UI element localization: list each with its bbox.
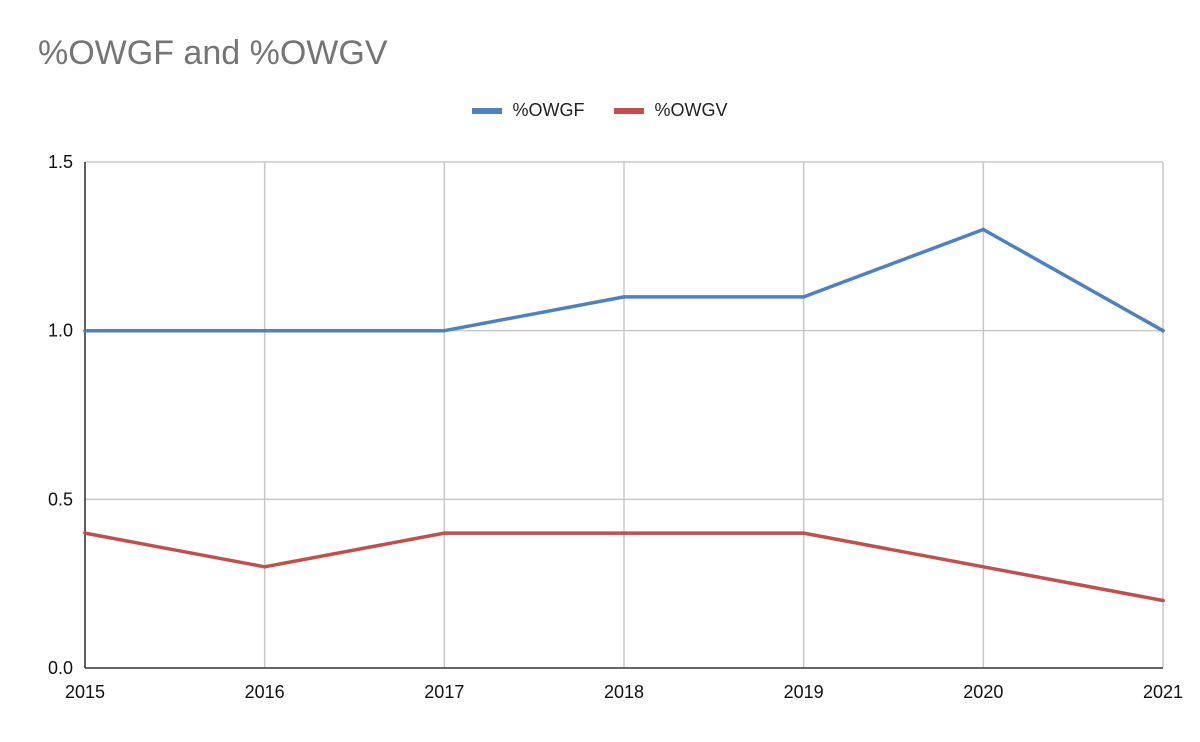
chart-title: %OWGF and %OWGV xyxy=(38,34,388,72)
data-point-owgv xyxy=(262,565,267,569)
legend: %OWGF %OWGV xyxy=(0,100,1200,121)
legend-label-owgv: %OWGV xyxy=(654,100,728,120)
x-tick-label: 2017 xyxy=(424,682,464,702)
x-tick-label: 2020 xyxy=(963,682,1003,702)
data-point-owgf xyxy=(1161,328,1165,333)
x-tick-label: 2019 xyxy=(784,682,824,702)
x-tick-label: 2018 xyxy=(604,682,644,702)
data-point-owgf xyxy=(262,328,267,333)
legend-swatch-owgf xyxy=(472,107,503,114)
x-tick-label: 2021 xyxy=(1143,682,1183,702)
legend-swatch-owgv xyxy=(614,107,645,114)
data-point-owgv xyxy=(1161,598,1165,603)
y-tick-label: 1.0 xyxy=(48,321,73,341)
data-point-owgv xyxy=(622,531,626,535)
y-tick-label: 1.5 xyxy=(48,152,73,172)
y-tick-label: 0.5 xyxy=(48,489,73,509)
data-point-owgv xyxy=(442,531,447,535)
data-point-owgv xyxy=(981,565,986,569)
y-tick-label: 0.0 xyxy=(48,658,73,678)
legend-item-owgf: %OWGF xyxy=(472,100,584,121)
legend-label-owgf: %OWGF xyxy=(512,100,585,120)
data-point-owgv xyxy=(801,531,806,535)
data-point-owgf xyxy=(981,227,986,232)
legend-item-owgv: %OWGV xyxy=(614,100,728,121)
data-point-owgf xyxy=(83,328,87,333)
x-tick-label: 2016 xyxy=(245,682,285,702)
data-point-owgf xyxy=(622,295,626,299)
x-tick-label: 2015 xyxy=(65,682,105,702)
data-point-owgf xyxy=(442,328,447,333)
data-point-owgf xyxy=(801,295,806,299)
data-point-owgv xyxy=(83,531,87,535)
